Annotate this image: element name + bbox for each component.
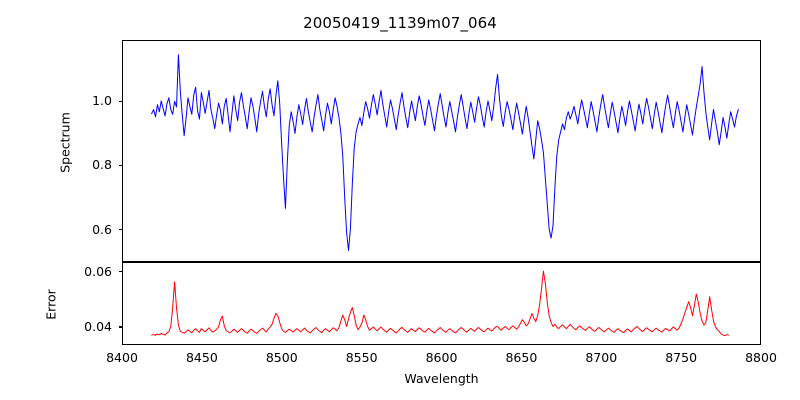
x-tick-label: 8550 xyxy=(345,350,378,365)
y-tick-mark-error xyxy=(118,271,122,273)
error-series-svg xyxy=(151,270,730,337)
y-tick-mark-spectrum xyxy=(118,229,122,231)
x-tick-label: 8500 xyxy=(265,350,298,365)
spectrum-plot-panel xyxy=(122,40,761,262)
x-tick-label: 8800 xyxy=(745,350,777,365)
error-plot-panel xyxy=(122,262,761,345)
y-tick-label-spectrum: 0.6 xyxy=(92,221,112,237)
x-tick-label: 8600 xyxy=(425,350,458,365)
figure-title: 20050419_1139m07_064 xyxy=(303,14,497,32)
x-axis-label: Wavelength xyxy=(404,371,479,386)
error-line xyxy=(151,270,730,337)
x-tick-label: 8750 xyxy=(665,350,698,365)
spectrum-series-svg xyxy=(151,54,739,251)
y-tick-mark-error xyxy=(118,326,122,328)
x-tick-label: 8400 xyxy=(106,350,138,365)
y-tick-label-error: 0.04 xyxy=(84,319,112,335)
y-tick-mark-spectrum xyxy=(118,164,122,167)
y-tick-label-spectrum: 1.0 xyxy=(92,93,112,109)
x-tick-label: 8700 xyxy=(585,350,618,365)
x-tick-label: 8650 xyxy=(505,350,538,365)
axis-ticks-layer: 8400 8450 8500 8550 8600 8650 8700 8750 8800 0.6 0… xyxy=(0,0,800,365)
spectrum-line xyxy=(151,54,739,251)
y-tick-label-error: 0.06 xyxy=(84,263,112,279)
y-tick-label-spectrum: 0.8 xyxy=(92,157,112,173)
y-tick-mark-spectrum xyxy=(118,100,122,102)
x-tick-label: 8450 xyxy=(185,350,218,365)
